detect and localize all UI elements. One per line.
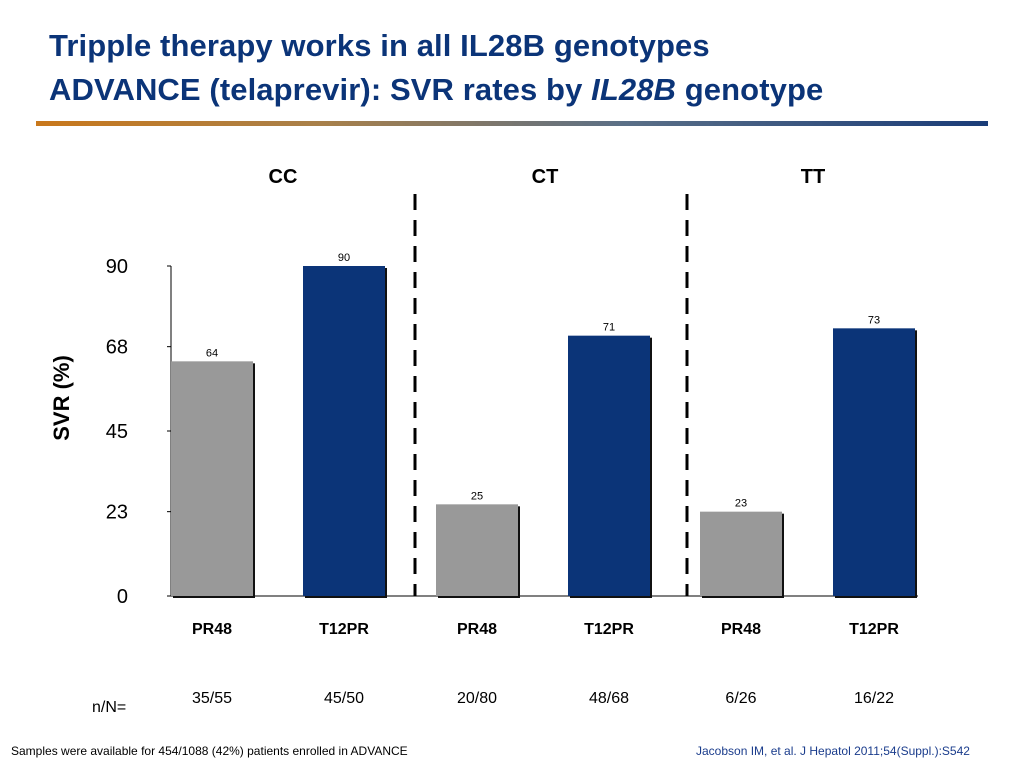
x-tick-label: PR48 <box>192 621 232 638</box>
bar-value-label: 23 <box>735 498 747 510</box>
y-tick-label: 45 <box>106 421 128 443</box>
bar <box>171 361 253 596</box>
x-tick-label: T12PR <box>849 621 899 638</box>
bar <box>700 511 782 596</box>
bar-value-label: 25 <box>471 490 483 502</box>
x-tick-label: T12PR <box>584 621 634 638</box>
y-tick-label: 68 <box>106 337 128 359</box>
bar <box>436 504 518 596</box>
n-value-label: 45/50 <box>324 690 364 707</box>
bar-value-label: 73 <box>868 314 880 326</box>
n-value-label: 16/22 <box>854 690 894 707</box>
title-line-2-suffix: genotype <box>676 72 824 107</box>
y-axis-label: SVR (%) <box>49 355 74 441</box>
title-line-2-prefix: ADVANCE (telaprevir): SVR rates by <box>49 72 592 107</box>
group-label: CC <box>269 166 298 188</box>
x-tick-label: PR48 <box>457 621 497 638</box>
y-tick-label: 23 <box>106 502 128 524</box>
n-value-label: 48/68 <box>589 690 629 707</box>
n-row-label: n/N= <box>92 699 126 716</box>
title-line-1: Tripple therapy works in all IL28B genot… <box>49 28 710 63</box>
title-divider <box>36 121 988 126</box>
bar-value-label: 64 <box>206 347 218 359</box>
n-value-label: 20/80 <box>457 690 497 707</box>
bar <box>303 266 385 596</box>
title-line-2-italic: IL28B <box>591 72 677 107</box>
y-tick-label: 0 <box>117 586 128 608</box>
bar-value-label: 71 <box>603 322 615 334</box>
y-tick-label: 90 <box>106 256 128 278</box>
svr-bar-chart: SVR (%) 0 23 45 68 90 CC 64 PR48 35/55 90 T12PR 45/5… <box>49 166 918 716</box>
group-label: CT <box>532 166 559 188</box>
bar <box>833 328 915 596</box>
x-tick-label: T12PR <box>319 621 369 638</box>
n-value-label: 35/55 <box>192 690 232 707</box>
x-tick-label: PR48 <box>721 621 761 638</box>
footnote-samples: Samples were available for 454/1088 (42%… <box>11 744 408 758</box>
n-value-label: 6/26 <box>725 690 756 707</box>
title-line-2: ADVANCE (telaprevir): SVR rates by IL28B… <box>49 72 823 108</box>
bar-value-label: 90 <box>338 252 350 264</box>
group-label: TT <box>801 166 825 188</box>
footnote-citation: Jacobson IM, et al. J Hepatol 2011;54(Su… <box>696 744 970 758</box>
bar <box>568 335 650 596</box>
